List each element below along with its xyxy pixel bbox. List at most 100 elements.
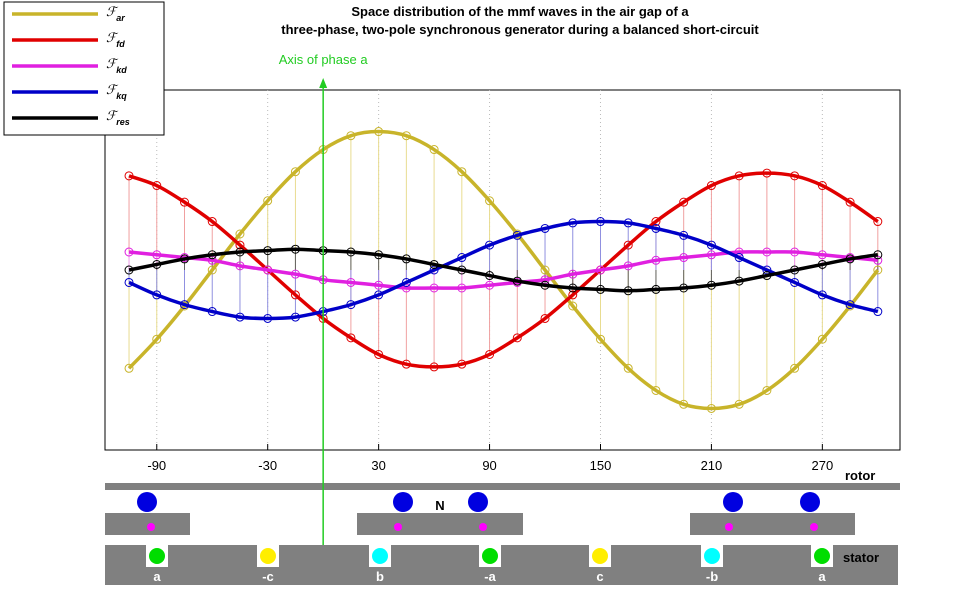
pole-shoe: [690, 513, 855, 535]
damper-bar: [723, 492, 743, 512]
x-tick-label: -30: [258, 458, 277, 473]
data-point: [817, 290, 827, 300]
data-point: [235, 312, 245, 322]
data-point: [485, 196, 495, 206]
data-point: [207, 250, 217, 260]
legend-subscript: res: [116, 117, 130, 127]
damper-bar: [468, 492, 488, 512]
data-point: [679, 230, 689, 240]
data-point: [401, 277, 411, 287]
data-point: [290, 269, 300, 279]
phase-axis-arrowhead: [319, 78, 328, 88]
stator-label: stator: [843, 550, 879, 565]
series-line: [128, 219, 879, 321]
data-point: [817, 334, 827, 344]
data-point: [679, 399, 689, 409]
data-point: [346, 300, 356, 310]
data-point: [679, 253, 689, 263]
x-tick-label: 30: [371, 458, 385, 473]
legend-label: ℱar: [106, 4, 125, 23]
data-point: [817, 250, 827, 260]
legend-symbol: ℱ: [106, 30, 119, 45]
field-conductor: [725, 523, 733, 531]
data-point: [762, 247, 772, 257]
data-point: [762, 385, 772, 395]
data-point: [679, 283, 689, 293]
rotor-bar: [105, 483, 900, 490]
series-line: [128, 171, 879, 369]
x-tick-label: -90: [147, 458, 166, 473]
data-point: [623, 240, 633, 250]
data-point: [207, 307, 217, 317]
stator-bar: [105, 545, 898, 585]
data-point: [706, 181, 716, 191]
data-point: [180, 197, 189, 207]
data-point: [873, 265, 883, 275]
data-point: [651, 223, 661, 233]
data-point: [207, 265, 217, 275]
data-point: [457, 253, 467, 263]
field-conductor: [479, 523, 487, 531]
data-point: [263, 246, 273, 256]
pole-label: S: [105, 498, 114, 513]
data-point: [623, 363, 633, 373]
data-point: [124, 363, 134, 373]
data-point: [263, 313, 273, 323]
data-point: [235, 261, 245, 271]
data-point: [152, 290, 162, 300]
legend-symbol: ℱ: [106, 56, 119, 71]
phase-label: a: [818, 569, 826, 584]
data-point: [734, 399, 744, 409]
data-point: [540, 280, 550, 290]
data-point: [124, 171, 134, 181]
data-point: [817, 181, 827, 191]
legend-subscript: fd: [116, 39, 125, 49]
data-point: [429, 259, 439, 269]
data-point: [873, 307, 883, 317]
data-point: [706, 403, 716, 413]
phase-label: -b: [706, 569, 718, 584]
legend-subscript: kq: [116, 91, 127, 101]
data-point: [180, 254, 189, 264]
data-point: [235, 229, 245, 239]
rotor-label: rotor: [845, 468, 875, 483]
coil: [482, 548, 498, 564]
coil: [372, 548, 388, 564]
data-point: [457, 167, 467, 177]
legend-symbol: ℱ: [106, 4, 119, 19]
data-point: [568, 283, 578, 293]
data-point: [180, 300, 189, 310]
data-point: [595, 334, 605, 344]
data-point: [706, 280, 716, 290]
data-point: [595, 217, 605, 227]
chart-title: Space distribution of the mmf waves in t…: [351, 4, 689, 19]
data-point: [374, 290, 384, 300]
data-point: [706, 240, 716, 250]
data-point: [706, 250, 716, 260]
data-point: [485, 240, 495, 250]
data-point: [401, 254, 411, 264]
phase-label: a: [153, 569, 161, 584]
data-point: [845, 254, 855, 264]
data-point: [790, 277, 800, 287]
data-point: [845, 300, 855, 310]
data-point: [679, 197, 689, 207]
phase-label: -c: [262, 569, 274, 584]
data-point: [790, 171, 800, 181]
data-point: [623, 218, 633, 228]
legend-box: [3, 1, 165, 136]
data-point: [207, 217, 217, 227]
field-conductor: [810, 523, 818, 531]
coil: [704, 548, 720, 564]
data-point: [623, 286, 633, 296]
data-point: [374, 250, 384, 260]
data-point: [512, 276, 522, 286]
chart-title: three-phase, two-pole synchronous genera…: [281, 22, 759, 37]
data-point: [124, 277, 134, 287]
data-point: [762, 168, 772, 178]
data-point: [540, 265, 550, 275]
annotation: Axis of phase a: [279, 52, 369, 67]
data-point: [734, 171, 744, 181]
data-point: [401, 359, 411, 369]
